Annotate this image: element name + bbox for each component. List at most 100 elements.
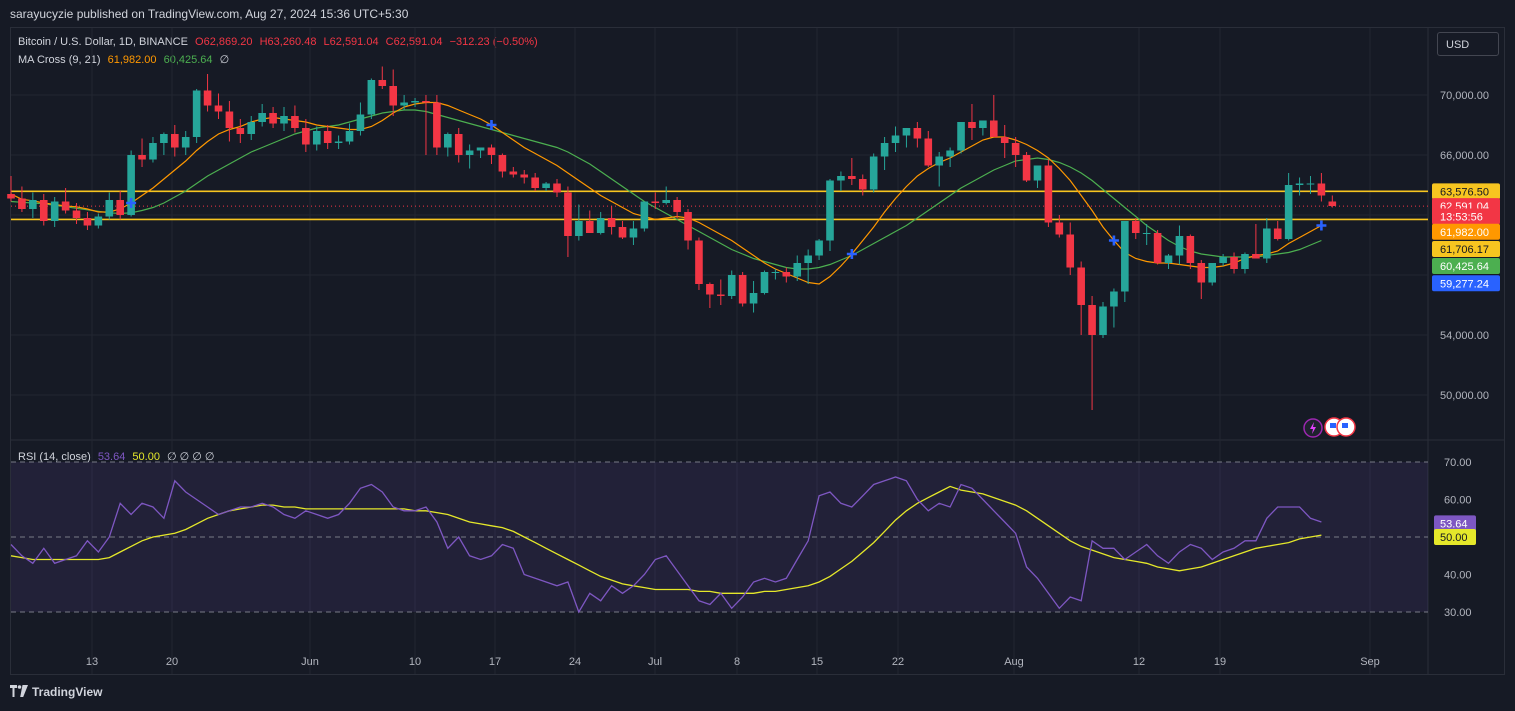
candle-body bbox=[760, 272, 769, 293]
y-tick-label: 50,000.00 bbox=[1440, 390, 1489, 402]
chart-frame bbox=[10, 27, 1505, 675]
candle-body bbox=[1121, 221, 1129, 292]
currency-selector[interactable]: USD bbox=[1437, 32, 1499, 56]
candle-body bbox=[924, 138, 933, 166]
candle-body bbox=[498, 155, 507, 172]
footer-brand[interactable]: TradingView bbox=[10, 685, 102, 699]
candle-body bbox=[171, 134, 179, 148]
candle-body bbox=[607, 218, 616, 227]
candle-body bbox=[1022, 155, 1031, 181]
candle-body bbox=[127, 155, 135, 215]
candle-body bbox=[181, 137, 190, 148]
rsi-legend: RSI (14, close) 53.64 50.00 ∅ ∅ ∅ ∅ bbox=[18, 450, 219, 463]
ma-cross-marker bbox=[486, 120, 497, 130]
symbol-name[interactable]: Bitcoin / U.S. Dollar, 1D, BINANCE bbox=[18, 36, 188, 48]
candle-body bbox=[1284, 185, 1293, 239]
rsi-axis-tag bbox=[1434, 529, 1476, 545]
candle-body bbox=[727, 275, 736, 296]
candle-body bbox=[1142, 233, 1151, 234]
candle-body bbox=[979, 120, 987, 128]
candle-body bbox=[291, 116, 299, 128]
ma-legend: MA Cross (9, 21) 61,982.00 60,425.64 ∅ bbox=[18, 53, 233, 66]
candle-body bbox=[1252, 254, 1260, 259]
candle-body bbox=[837, 176, 845, 181]
candle-body bbox=[116, 200, 124, 215]
candle-body bbox=[1055, 222, 1064, 235]
candle-body bbox=[1186, 236, 1195, 263]
x-tick-label: 12 bbox=[1133, 656, 1145, 668]
ma-cross-marker bbox=[846, 249, 857, 259]
candle-body bbox=[61, 201, 70, 211]
candle-body bbox=[269, 113, 277, 124]
candle-body bbox=[1219, 257, 1227, 263]
rsi-tick-label: 30.00 bbox=[1444, 607, 1472, 619]
candle-body bbox=[1131, 221, 1140, 233]
candle-body bbox=[913, 128, 922, 139]
candle-body bbox=[673, 200, 681, 212]
candle-body bbox=[1175, 236, 1184, 256]
x-tick-label: 8 bbox=[734, 656, 740, 668]
price-axis-tag-text: 63,576.50 bbox=[1440, 186, 1489, 198]
candle-body bbox=[1110, 291, 1118, 307]
candle-body bbox=[553, 183, 561, 193]
candle-body bbox=[1208, 263, 1216, 283]
candle-body bbox=[236, 128, 245, 134]
rsi-label[interactable]: RSI (14, close) bbox=[18, 451, 91, 463]
candle-body bbox=[1306, 183, 1315, 185]
candle-body bbox=[1273, 228, 1282, 239]
candle-body bbox=[258, 113, 266, 122]
candle-body bbox=[990, 120, 998, 137]
candle-body bbox=[7, 194, 15, 199]
candle-body bbox=[1011, 143, 1020, 155]
candle-body bbox=[793, 263, 802, 277]
candle-body bbox=[585, 221, 594, 233]
candle-body bbox=[444, 134, 452, 148]
candle-body bbox=[618, 227, 627, 238]
ma-label[interactable]: MA Cross (9, 21) bbox=[18, 54, 101, 66]
price-axis-tag-text: 61,706.17 bbox=[1440, 244, 1489, 256]
candle-body bbox=[815, 240, 823, 256]
ohlc-open: O62,869.20 bbox=[195, 36, 253, 48]
candle-body bbox=[902, 128, 911, 136]
candle-body bbox=[378, 80, 387, 86]
ma-cross-marker bbox=[1316, 220, 1327, 231]
rsi-line bbox=[10, 476, 1322, 614]
candle-body bbox=[848, 176, 856, 179]
candle-body bbox=[542, 183, 550, 188]
x-tick-label: 20 bbox=[166, 656, 178, 668]
rsi-ma-value: 50.00 bbox=[132, 451, 160, 463]
ohlc-low: L62,591.04 bbox=[323, 36, 379, 48]
candle-body bbox=[520, 174, 529, 178]
candle-body bbox=[1295, 183, 1304, 185]
candle-body bbox=[1099, 306, 1107, 335]
price-axis-tag-text: 13:53:56 bbox=[1440, 212, 1483, 224]
candle-body bbox=[138, 155, 146, 160]
candle-body bbox=[50, 201, 59, 221]
candle-body bbox=[695, 240, 703, 284]
ma-slow-line bbox=[10, 109, 1322, 270]
candle-body bbox=[83, 218, 92, 226]
ma-slow-value: 60,425.64 bbox=[163, 54, 213, 66]
candle-body bbox=[334, 141, 343, 143]
candle-body bbox=[149, 143, 157, 160]
candle-body bbox=[400, 102, 408, 106]
ohlc-high: H63,260.48 bbox=[259, 36, 317, 48]
us-flag-canton-icon bbox=[1330, 423, 1336, 428]
y-tick-label: 70,000.00 bbox=[1440, 90, 1489, 102]
x-tick-label: 13 bbox=[86, 656, 98, 668]
candle-body bbox=[203, 90, 212, 106]
price-axis-tag-text: 61,982.00 bbox=[1440, 227, 1489, 239]
candle-body bbox=[1066, 234, 1075, 268]
price-axis-tag bbox=[1432, 258, 1500, 274]
candle-body bbox=[465, 150, 474, 155]
candle-body bbox=[1164, 255, 1173, 263]
rsi-tick-label: 70.00 bbox=[1444, 457, 1472, 469]
candle-body bbox=[1033, 165, 1042, 181]
candle-body bbox=[1077, 267, 1085, 305]
candle-body bbox=[29, 200, 37, 209]
x-tick-label: Sep bbox=[1360, 656, 1380, 668]
candle-body bbox=[247, 122, 256, 134]
x-tick-label: 15 bbox=[811, 656, 823, 668]
candle-body bbox=[1328, 201, 1337, 206]
